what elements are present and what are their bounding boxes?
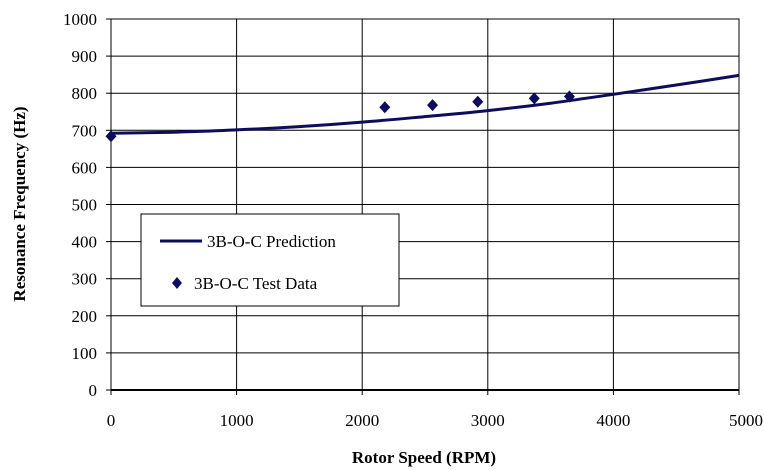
gridlines (111, 19, 739, 390)
series-line-prediction (110, 73, 740, 135)
y-tick-label: 900 (72, 47, 98, 66)
legend-diamond-swatch (172, 277, 182, 289)
legend-label-test-data: 3B-O-C Test Data (194, 274, 318, 293)
y-tick-label: 1000 (63, 10, 97, 29)
data-point-test (379, 101, 391, 114)
y-tick-label: 100 (72, 344, 98, 363)
y-tick-labels: 0 100 200 300 400 500 600 700 800 900 1000 (63, 10, 111, 400)
y-tick-label: 400 (72, 233, 98, 252)
x-tick-label: 1000 (220, 411, 254, 430)
y-tick-label: 700 (72, 121, 98, 140)
series-layer (105, 73, 740, 143)
y-axis-title: Resonance Frequency (Hz) (10, 106, 29, 301)
data-point-test (528, 92, 540, 105)
x-tick-label: 3000 (471, 411, 505, 430)
data-point-test (563, 90, 575, 103)
legend-box (140, 213, 400, 307)
x-tick-label: 2000 (345, 411, 379, 430)
x-tick-labels: 0 1000 2000 3000 4000 5000 (107, 390, 763, 430)
data-point-test (427, 99, 439, 112)
y-tick-label: 200 (72, 307, 98, 326)
data-point-test (105, 130, 117, 143)
y-tick-label: 300 (72, 270, 98, 289)
x-tick-label: 0 (107, 411, 116, 430)
y-tick-label: 600 (72, 158, 98, 177)
legend: 3B-O-C Prediction 3B-O-C Test Data (140, 213, 400, 307)
x-tick-label: 5000 (729, 411, 763, 430)
y-tick-label: 0 (89, 381, 98, 400)
data-point-test (472, 95, 484, 108)
legend-label-prediction: 3B-O-C Prediction (207, 232, 336, 251)
x-axis-title: Rotor Speed (RPM) (352, 448, 496, 467)
y-tick-label: 500 (72, 196, 98, 215)
y-tick-label: 800 (72, 84, 98, 103)
x-tick-label: 4000 (596, 411, 630, 430)
axes-frame (110, 18, 740, 391)
